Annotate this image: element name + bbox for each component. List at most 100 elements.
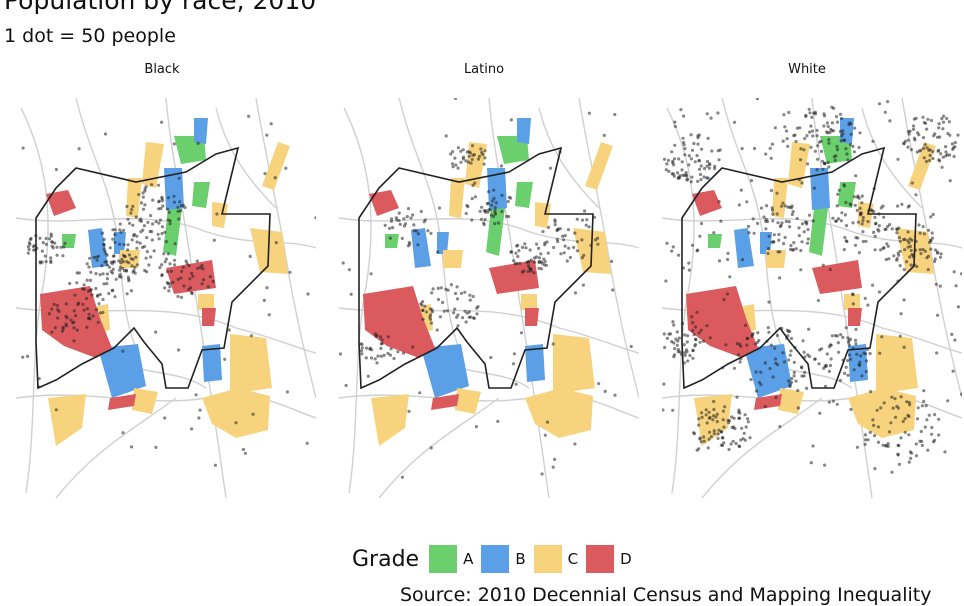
population-dot: [767, 300, 771, 304]
population-dot: [929, 118, 934, 123]
population-dot: [691, 321, 695, 325]
population-dot: [573, 291, 578, 295]
population-dot: [816, 157, 820, 161]
population-dot: [273, 176, 277, 180]
population-dot: [893, 397, 897, 401]
population-dot: [820, 347, 824, 351]
population-dot: [906, 138, 910, 142]
population-dot: [548, 166, 553, 170]
population-dot: [671, 408, 675, 412]
population-dot: [411, 345, 415, 349]
population-dot: [670, 340, 674, 344]
population-dot: [778, 224, 782, 229]
population-dot: [451, 162, 455, 166]
population-dot: [151, 222, 155, 226]
population-dot: [127, 261, 131, 265]
population-dot: [797, 234, 801, 238]
population-dot: [118, 242, 122, 246]
population-dot: [169, 269, 173, 273]
population-dot: [288, 270, 292, 274]
population-dot: [910, 451, 914, 455]
population-dot: [135, 240, 139, 244]
population-dot: [665, 162, 669, 166]
population-dot: [922, 389, 926, 393]
population-dot: [449, 283, 453, 287]
population-dot: [723, 405, 727, 409]
population-dot: [470, 157, 474, 162]
population-dot: [842, 138, 847, 142]
population-dot: [172, 200, 176, 204]
population-dot: [436, 286, 440, 290]
population-dot: [773, 126, 777, 130]
population-dot: [835, 402, 839, 406]
population-dot: [166, 252, 170, 256]
population-dot: [812, 111, 816, 115]
population-dot: [768, 146, 772, 150]
population-dot: [141, 207, 146, 211]
population-dot: [854, 327, 858, 331]
population-dot: [914, 454, 919, 458]
population-dot: [398, 222, 402, 226]
population-dot: [885, 242, 889, 246]
population-dot: [349, 292, 353, 296]
population-dot: [911, 124, 916, 128]
population-dot: [721, 418, 725, 422]
population-dot: [928, 153, 932, 157]
population-dot: [921, 248, 925, 252]
population-dot: [690, 175, 694, 179]
population-dot: [208, 275, 212, 279]
population-dot: [40, 249, 44, 253]
population-dot: [889, 421, 893, 425]
grade-zone-d: [489, 260, 539, 294]
population-dot: [716, 432, 720, 436]
population-dot: [763, 404, 767, 409]
population-dot: [347, 268, 351, 272]
population-dot: [719, 443, 723, 447]
population-dot: [487, 208, 491, 212]
population-dot: [950, 332, 954, 336]
population-dot: [931, 150, 935, 154]
population-dot: [898, 249, 902, 253]
population-dot: [746, 420, 750, 424]
population-dot: [673, 120, 677, 124]
population-dot: [898, 264, 902, 268]
grade-zone-c: [449, 178, 465, 218]
population-dot: [876, 228, 880, 232]
population-dot: [420, 303, 424, 307]
map-panel-white: [662, 98, 962, 498]
population-dot: [751, 217, 755, 221]
population-dot: [719, 430, 724, 434]
population-dot: [171, 280, 175, 284]
population-dot: [388, 236, 392, 240]
population-dot: [830, 121, 834, 125]
population-dot: [873, 215, 877, 219]
population-dot: [791, 248, 795, 252]
population-dot: [765, 339, 769, 343]
population-dot: [200, 282, 204, 286]
population-dot: [712, 432, 716, 436]
population-dot: [842, 248, 846, 252]
population-dot: [954, 284, 958, 288]
population-dot: [873, 234, 877, 238]
population-dot: [191, 274, 195, 278]
grade-zone-b: [202, 344, 222, 382]
population-dot: [131, 270, 135, 274]
population-dot: [740, 258, 745, 262]
population-dot: [75, 271, 79, 275]
population-dot: [866, 438, 870, 442]
population-dot: [132, 232, 136, 237]
population-dot: [561, 234, 565, 238]
population-dot: [691, 356, 695, 360]
population-dot: [87, 265, 91, 269]
population-dot: [733, 427, 737, 431]
population-dot: [849, 357, 853, 361]
population-dot: [126, 217, 130, 221]
population-dot: [152, 249, 156, 253]
population-dot: [154, 330, 158, 334]
population-dot: [833, 334, 838, 338]
population-dot: [871, 139, 875, 143]
population-dot: [726, 251, 730, 255]
population-dot: [922, 156, 926, 160]
population-dot: [172, 142, 176, 146]
population-dot: [82, 308, 86, 312]
